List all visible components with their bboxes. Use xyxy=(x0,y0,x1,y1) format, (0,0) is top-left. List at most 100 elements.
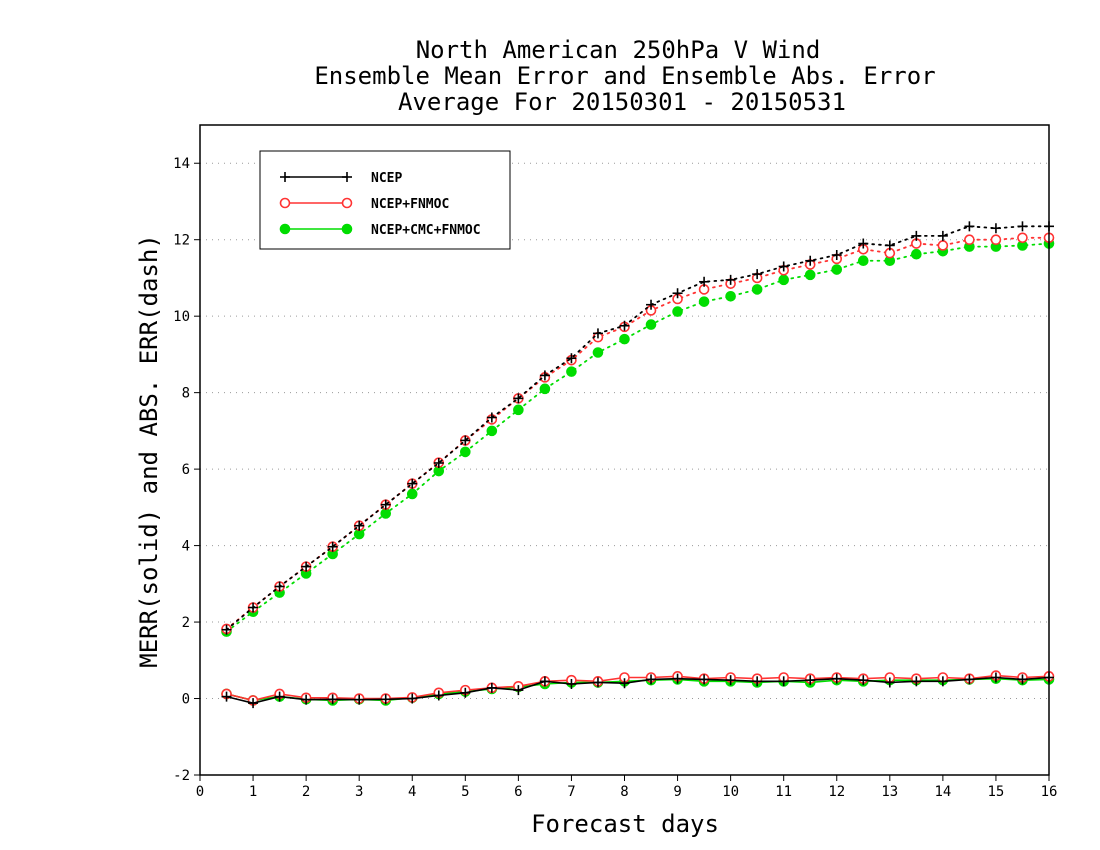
y-tick-label: 2 xyxy=(182,615,190,631)
abs-error-point xyxy=(857,255,869,267)
mean-error-point xyxy=(937,676,948,687)
legend-marker xyxy=(280,172,290,182)
x-tick-label: 10 xyxy=(722,784,739,800)
y-tick-label: 14 xyxy=(173,156,190,172)
mean-error-point xyxy=(248,698,259,709)
chart-title-line-1: North American 250hPa V Wind xyxy=(416,36,821,64)
y-tick-label: 8 xyxy=(182,386,190,402)
abs-error-point xyxy=(486,425,498,437)
x-tick-label: 14 xyxy=(934,784,951,800)
abs-error-point xyxy=(539,383,551,395)
y-tick-label: 0 xyxy=(182,692,190,708)
mean-error-point xyxy=(539,676,550,687)
abs-error-point xyxy=(592,347,604,358)
mean-error-point xyxy=(592,677,603,688)
x-tick-label: 8 xyxy=(620,784,628,800)
x-tick-label: 0 xyxy=(196,784,204,800)
y-tick-label: 10 xyxy=(173,309,190,325)
abs-error-point xyxy=(964,234,975,246)
abs-error-point xyxy=(619,333,630,345)
abs-error-point xyxy=(831,250,842,260)
chart-title: North American 250hPa V Wind Ensemble Me… xyxy=(314,36,935,116)
abs-error-point xyxy=(407,478,418,489)
mean-error-point xyxy=(911,676,922,687)
abs-error-point xyxy=(858,238,869,249)
abs-error-line xyxy=(225,225,1050,631)
abs-error-point xyxy=(433,458,444,468)
abs-error-point xyxy=(221,624,232,635)
mean-error-point xyxy=(327,694,338,705)
mean-error-point xyxy=(619,678,630,689)
legend-item: NCEP+CMC+FNMOC xyxy=(279,223,481,238)
abs-error-point xyxy=(725,274,736,285)
abs-error-point xyxy=(884,240,895,251)
x-tick-label: 1 xyxy=(249,784,257,800)
mean-error-point xyxy=(805,675,816,686)
x-tick-label: 5 xyxy=(461,784,469,800)
mean-error-line xyxy=(226,676,1050,704)
legend-marker xyxy=(341,197,353,209)
abs-error-point xyxy=(1017,221,1028,232)
series-0 xyxy=(221,221,1054,709)
x-tick-label: 13 xyxy=(881,784,898,800)
abs-error-line xyxy=(225,242,1050,633)
x-tick-label: 7 xyxy=(567,784,575,800)
abs-error-point xyxy=(592,328,603,339)
mean-error-point xyxy=(699,674,710,685)
abs-error-point xyxy=(698,296,710,307)
chart-title-line-2: Ensemble Mean Error and Ensemble Abs. Er… xyxy=(314,62,935,90)
mean-error-point xyxy=(407,693,418,704)
mean-error-point xyxy=(433,690,444,701)
abs-error-point xyxy=(911,248,922,260)
abs-error-point xyxy=(486,412,497,423)
mean-error-line xyxy=(226,674,1050,702)
abs-error-point xyxy=(804,269,816,281)
abs-error-point xyxy=(646,299,657,310)
chart-title-line-3: Average For 20150301 - 20150531 xyxy=(398,88,846,116)
mean-error-point xyxy=(1017,674,1028,685)
mean-error-point xyxy=(858,675,869,686)
abs-error-point xyxy=(911,230,922,241)
mean-error-point xyxy=(752,676,763,687)
legend-item: NCEP xyxy=(280,171,402,186)
x-tick-label: 2 xyxy=(302,784,310,800)
abs-error-point xyxy=(354,520,365,531)
legend-marker xyxy=(342,172,352,182)
abs-error-point xyxy=(1017,232,1028,244)
mean-error-point xyxy=(513,685,524,696)
abs-error-point xyxy=(990,234,1002,246)
abs-error-point xyxy=(380,499,391,510)
abs-error-point xyxy=(566,353,577,364)
abs-error-point xyxy=(248,602,259,613)
x-tick-label: 12 xyxy=(828,784,845,800)
abs-error-point xyxy=(460,435,471,446)
abs-error-point xyxy=(751,284,763,295)
mean-error-point xyxy=(778,676,789,687)
x-axis-title: Forecast days xyxy=(531,810,719,838)
mean-error-point xyxy=(221,691,232,702)
y-tick-label: 4 xyxy=(182,539,190,555)
x-tick-label: 11 xyxy=(775,784,792,800)
abs-error-point xyxy=(937,230,948,241)
x-tick-label: 6 xyxy=(514,784,522,800)
mean-error-point xyxy=(460,687,471,698)
y-axis-title: MERR(solid) and ABS. ERR(dash) xyxy=(135,234,163,667)
abs-error-point xyxy=(725,290,736,302)
legend-marker xyxy=(341,223,353,235)
abs-error-point xyxy=(699,276,710,287)
mean-error-point xyxy=(646,674,657,685)
plot-series xyxy=(221,221,1055,709)
plot-frame xyxy=(199,124,1050,776)
abs-error-point xyxy=(672,306,683,317)
abs-error-point xyxy=(619,320,630,331)
mean-error-point xyxy=(884,677,895,688)
abs-error-point xyxy=(672,288,683,299)
series-1 xyxy=(221,232,1055,706)
abs-error-point xyxy=(566,366,577,377)
abs-error-point xyxy=(274,581,285,592)
abs-error-point xyxy=(513,404,524,416)
abs-error-point xyxy=(778,274,789,286)
x-tick-label: 16 xyxy=(1041,784,1058,800)
mean-error-point xyxy=(831,673,842,684)
abs-error-point xyxy=(964,221,975,232)
